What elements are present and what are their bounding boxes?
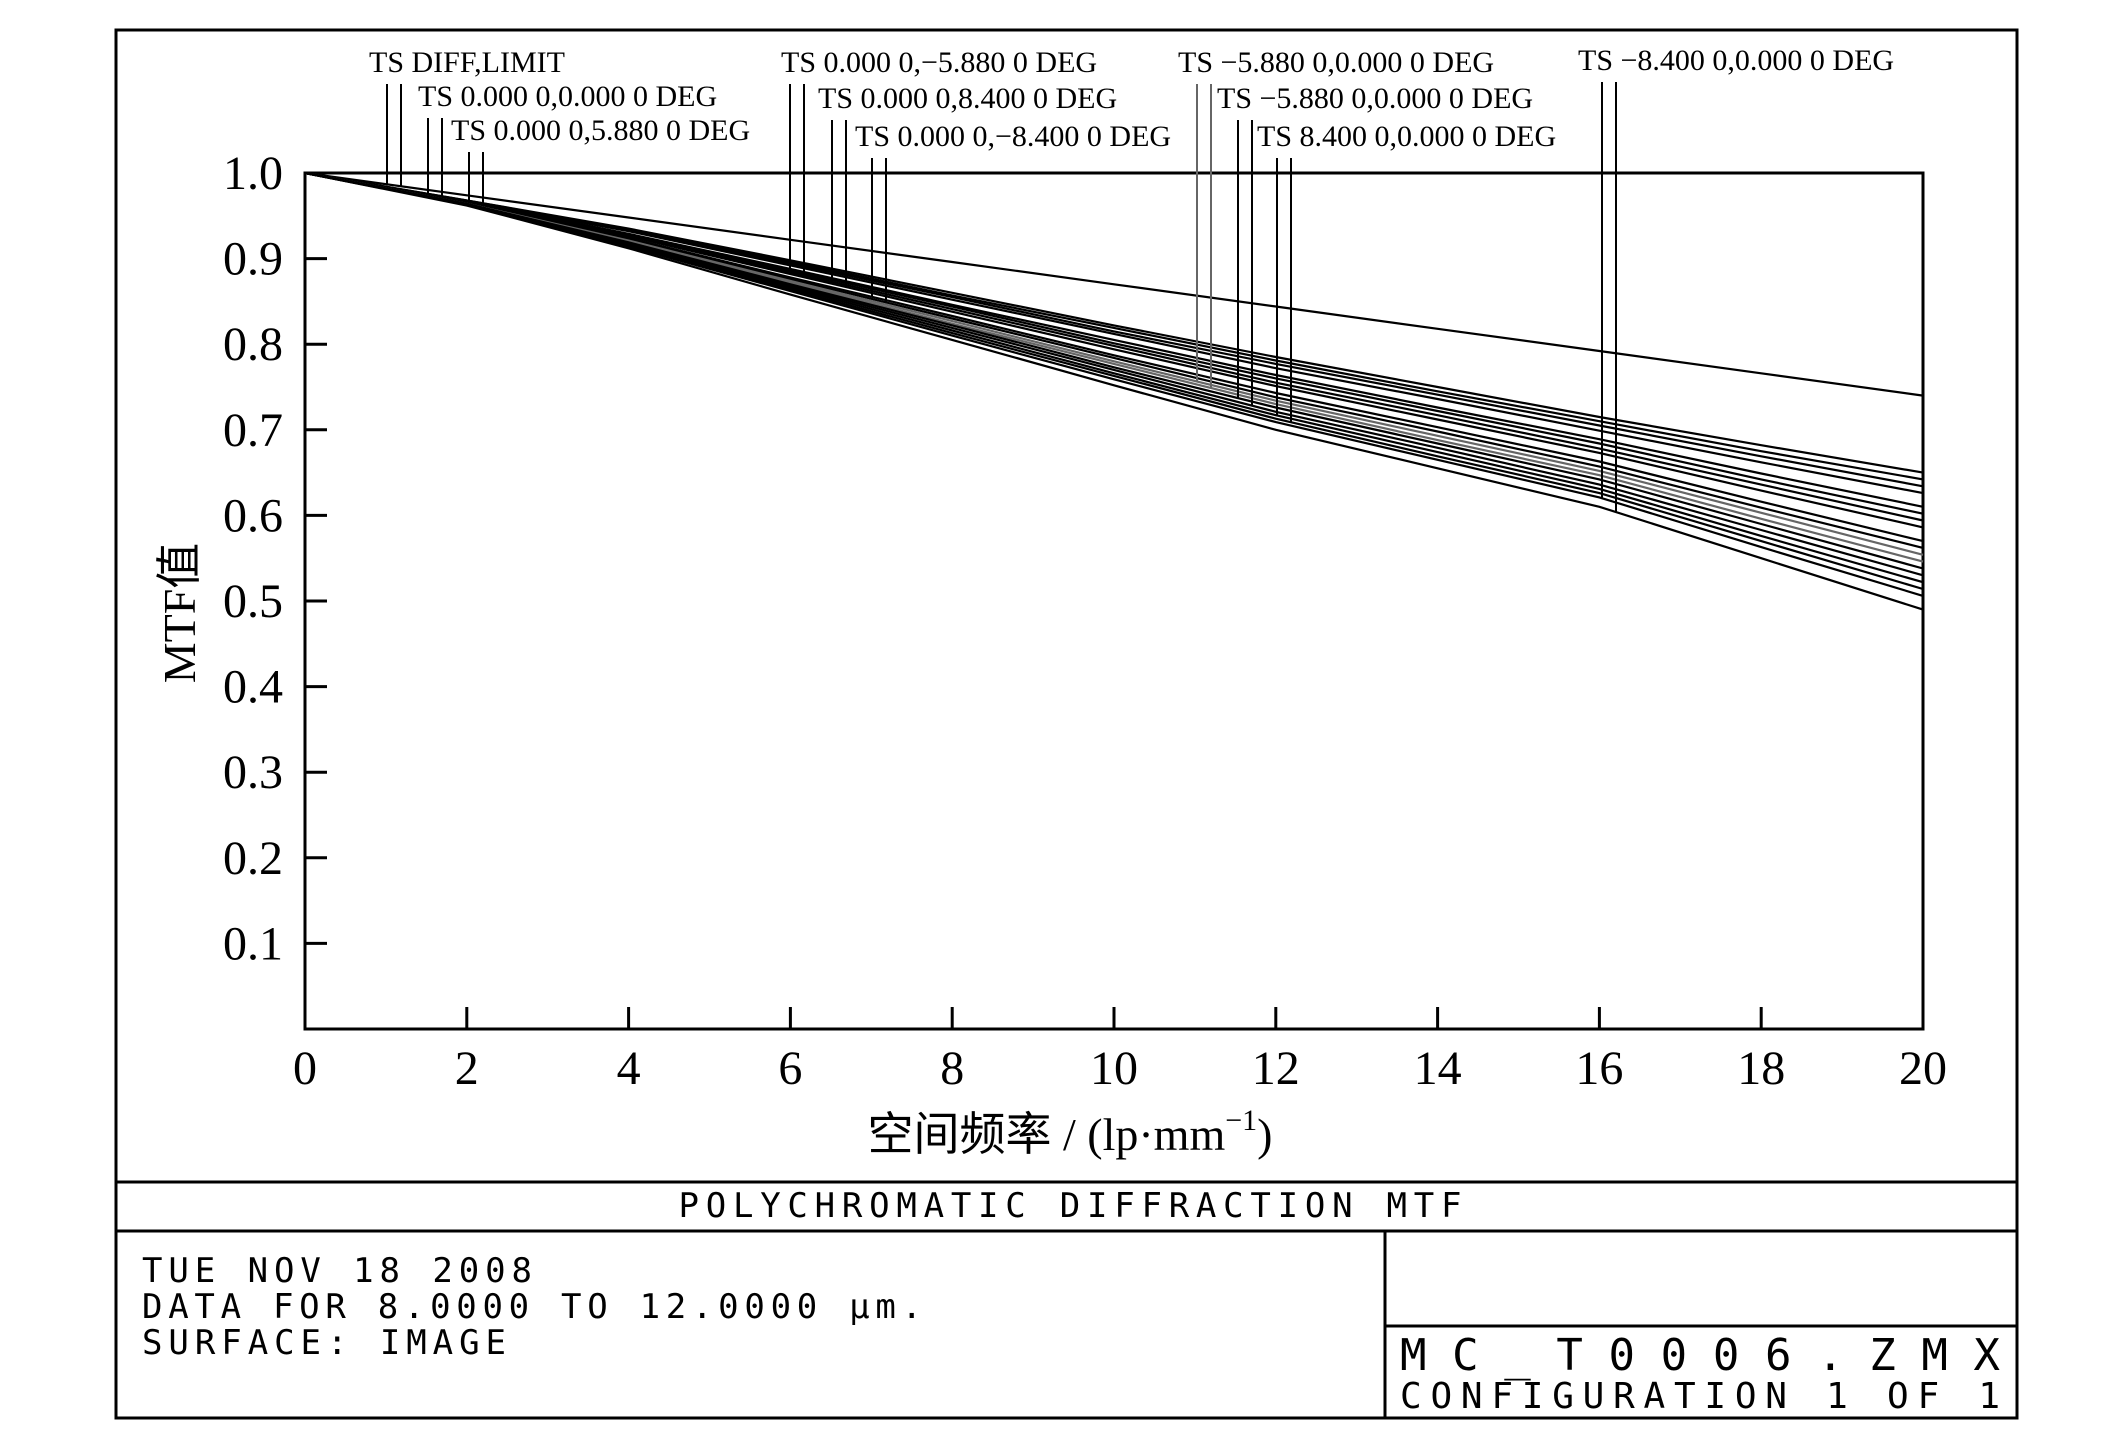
y-tick-label: 0.4 bbox=[223, 661, 283, 714]
mtf-curve bbox=[304, 171, 1924, 611]
legend-label: TS 0.000 0,−5.880 0 DEG bbox=[781, 46, 1097, 79]
x-tick-label: 2 bbox=[455, 1042, 479, 1095]
legend-label: TS 0.000 0,−8.400 0 DEG bbox=[855, 120, 1171, 153]
legend-label: TS 0.000 0,8.400 0 DEG bbox=[818, 82, 1117, 115]
footer-date: TUE NOV 18 2008 bbox=[142, 1251, 532, 1291]
y-tick-label: 0.5 bbox=[223, 575, 283, 628]
mtf-curve bbox=[304, 171, 1924, 529]
y-tick-label: 0.9 bbox=[223, 233, 283, 286]
mtf-curve bbox=[304, 171, 1924, 597]
x-tick-label: 4 bbox=[617, 1042, 641, 1095]
x-axis-label-text: 空间频率 / (lp·mm bbox=[867, 1109, 1225, 1160]
footer-data-range: DATA FOR 8.0000 TO 12.0000 µm. bbox=[142, 1287, 922, 1327]
footer-configuration: CONFIGURATION 1 OF 1 bbox=[1400, 1376, 2000, 1417]
legend-label: TS 0.000 0,0.000 0 DEG bbox=[418, 80, 717, 113]
plot-frame bbox=[303, 171, 1925, 1031]
legend-label: TS 0.000 0,5.880 0 DEG bbox=[451, 114, 750, 147]
x-tick-label: 20 bbox=[1899, 1042, 1947, 1095]
mtf-curve bbox=[304, 171, 1924, 397]
legend-label: TS −5.880 0,0.000 0 DEG bbox=[1217, 82, 1533, 115]
mtf-curve bbox=[304, 171, 1924, 495]
y-tick-label: 0.2 bbox=[223, 832, 283, 885]
y-tick-label: 0.3 bbox=[223, 746, 283, 799]
footer-title: POLYCHROMATIC DIFFRACTION MTF bbox=[679, 1186, 1462, 1226]
footer-file: MC_T0006.ZMX bbox=[1400, 1330, 2001, 1381]
mtf-curve bbox=[304, 171, 1924, 584]
x-axis-label-superscript: −1 bbox=[1225, 1104, 1257, 1137]
legend-label: TS DIFF,LIMIT bbox=[369, 46, 565, 79]
x-tick-label: 10 bbox=[1090, 1042, 1138, 1095]
x-tick-label: 6 bbox=[778, 1042, 802, 1095]
x-axis-label-suffix: ) bbox=[1257, 1109, 1272, 1160]
legend-label: TS −8.400 0,0.000 0 DEG bbox=[1578, 44, 1894, 77]
x-tick-label: 14 bbox=[1414, 1042, 1462, 1095]
footer-surface: SURFACE: IMAGE bbox=[142, 1323, 506, 1363]
x-tick-label: 0 bbox=[293, 1042, 317, 1095]
legend-label: TS 8.400 0,0.000 0 DEG bbox=[1257, 120, 1556, 153]
mtf-curve bbox=[304, 171, 1924, 543]
x-tick-label: 12 bbox=[1252, 1042, 1300, 1095]
x-tick-label: 18 bbox=[1737, 1042, 1785, 1095]
mtf-curve bbox=[304, 171, 1924, 591]
x-axis-label: 空间频率 / (lp·mm−1) bbox=[867, 1104, 1272, 1160]
x-tick-label: 8 bbox=[940, 1042, 964, 1095]
y-tick-label: 0.1 bbox=[223, 917, 283, 970]
outer-frame bbox=[114, 28, 2019, 1420]
legend-label: TS −5.880 0,0.000 0 DEG bbox=[1178, 46, 1494, 79]
y-tick-label: 0.8 bbox=[223, 318, 283, 371]
y-axis-label: MTF值 bbox=[154, 543, 205, 684]
y-tick-label: 1.0 bbox=[223, 147, 283, 200]
x-tick-label: 16 bbox=[1575, 1042, 1623, 1095]
y-tick-label: 0.7 bbox=[223, 404, 283, 457]
y-tick-label: 0.6 bbox=[223, 489, 283, 542]
